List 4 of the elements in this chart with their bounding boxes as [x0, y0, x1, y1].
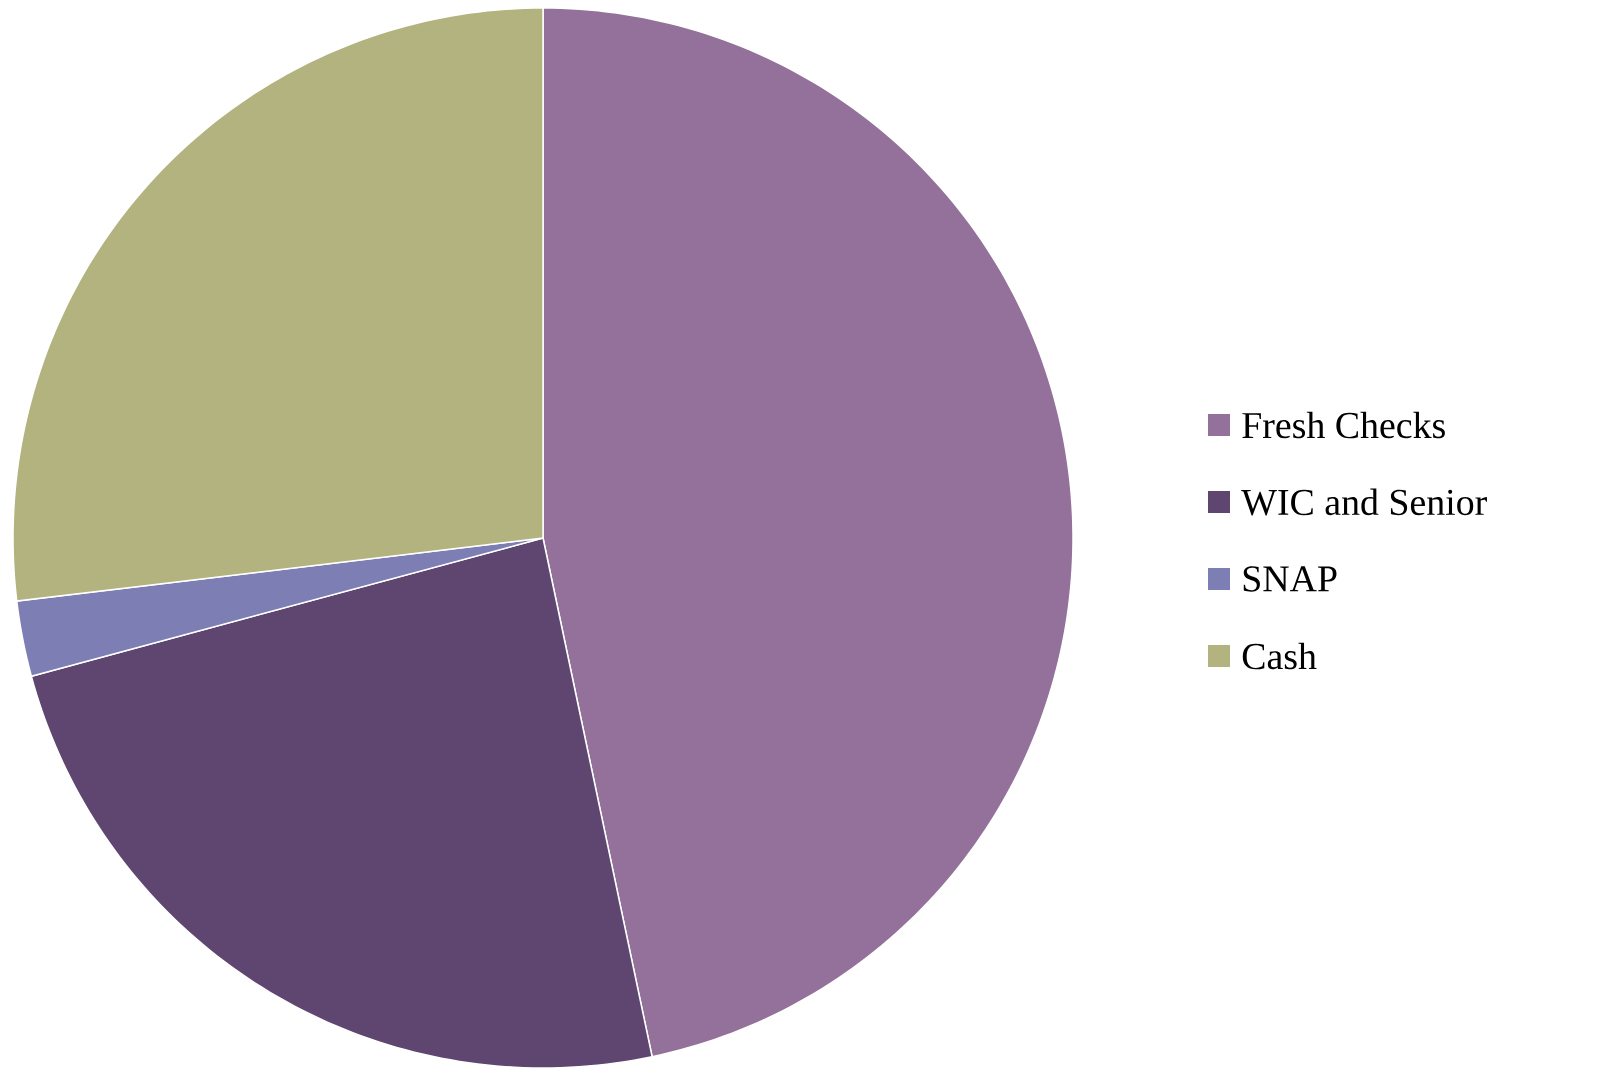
legend-label: Cash [1242, 642, 1317, 670]
legend-label: SNAP [1243, 566, 1337, 592]
legend-label: WIC and Senior [1241, 488, 1487, 516]
legend-label: Fresh Checks [1242, 411, 1445, 439]
